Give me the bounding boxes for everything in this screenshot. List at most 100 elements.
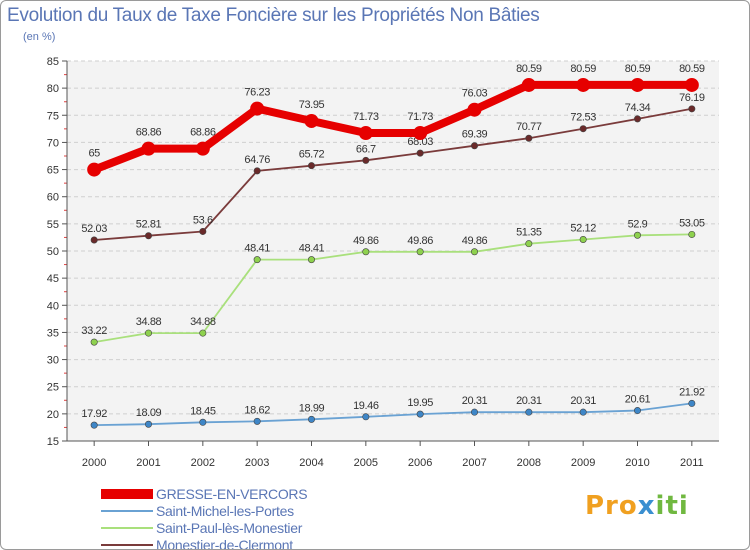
data-label-gresse-en-vercors-2004: 73.95 [299, 99, 325, 111]
data-point-saint-michel-les-portes-2009 [579, 408, 587, 416]
data-label-monestier-de-clermont-2006: 68.03 [407, 136, 433, 148]
data-label-saint-paul-l-s-monestier-2009: 52.12 [570, 222, 596, 234]
y-tick-label-25: 25 [47, 382, 59, 394]
data-label-gresse-en-vercors-2000: 65 [88, 148, 100, 160]
data-label-saint-paul-l-s-monestier-2001: 34.88 [136, 316, 162, 328]
data-point-monestier-de-clermont-2002 [199, 227, 207, 235]
x-tick-label-2005: 2005 [354, 457, 378, 469]
data-point-monestier-de-clermont-2000 [90, 236, 98, 244]
data-label-gresse-en-vercors-2008: 80.59 [516, 63, 542, 75]
x-tick-label-2008: 2008 [517, 457, 541, 469]
data-point-saint-michel-les-portes-2002 [199, 418, 207, 426]
y-tick-label-50: 50 [47, 246, 59, 258]
x-tick-label-2004: 2004 [299, 457, 323, 469]
data-point-gresse-en-vercors-2003 [250, 101, 265, 116]
data-point-saint-paul-l-s-monestier-2004 [307, 256, 315, 264]
y-tick-label-15: 15 [47, 436, 59, 448]
series-line-saint-michel-les-portes [93, 402, 693, 427]
data-label-gresse-en-vercors-2002: 68.86 [190, 127, 216, 139]
chart-subtitle: (en %) [23, 31, 56, 43]
y-tick-label-35: 35 [47, 327, 59, 339]
data-label-monestier-de-clermont-2002: 53.6 [193, 214, 213, 226]
x-tick-label-2010: 2010 [625, 457, 649, 469]
data-point-saint-paul-l-s-monestier-2006 [416, 248, 424, 256]
series-line-monestier-de-clermont [93, 107, 693, 241]
data-point-gresse-en-vercors-2001 [141, 141, 156, 156]
data-point-saint-paul-l-s-monestier-2009 [579, 235, 587, 243]
data-point-saint-paul-l-s-monestier-2000 [90, 338, 98, 346]
data-point-saint-michel-les-portes-2004 [307, 415, 315, 423]
data-label-gresse-en-vercors-2011: 80.59 [679, 63, 705, 75]
data-label-monestier-de-clermont-2008: 70.77 [516, 121, 542, 133]
x-tick-label-2001: 2001 [136, 457, 160, 469]
data-label-saint-michel-les-portes-2006: 19.95 [407, 397, 433, 409]
y-tick-label-65: 65 [47, 165, 59, 177]
y-tick-label-85: 85 [47, 56, 59, 68]
data-label-saint-paul-l-s-monestier-2000: 33.22 [81, 325, 107, 337]
data-label-saint-michel-les-portes-2009: 20.31 [570, 395, 596, 407]
x-tick-label-2003: 2003 [245, 457, 269, 469]
data-label-saint-paul-l-s-monestier-2011: 53.05 [679, 217, 705, 229]
y-tick-label-80: 80 [47, 83, 59, 95]
data-label-saint-michel-les-portes-2004: 18.99 [299, 402, 325, 414]
legend-swatch-saint-paul [101, 526, 153, 529]
legend-swatch-monestier [101, 543, 153, 546]
data-label-monestier-de-clermont-2009: 72.53 [570, 112, 596, 124]
data-point-gresse-en-vercors-2002 [195, 141, 210, 156]
y-tick-label-75: 75 [47, 110, 59, 122]
chart-title: Evolution du Taux de Taxe Foncière sur l… [7, 5, 540, 26]
data-label-saint-paul-l-s-monestier-2004: 48.41 [299, 243, 325, 255]
y-tick-label-60: 60 [47, 192, 59, 204]
data-label-saint-paul-l-s-monestier-2006: 49.86 [407, 235, 433, 247]
data-point-saint-paul-l-s-monestier-2001 [145, 329, 153, 337]
y-tick-label-45: 45 [47, 273, 59, 285]
data-label-saint-michel-les-portes-2010: 20.61 [625, 394, 651, 406]
data-point-saint-michel-les-portes-2005 [362, 413, 370, 421]
data-point-monestier-de-clermont-2001 [145, 232, 153, 240]
data-label-monestier-de-clermont-2010: 74.34 [625, 102, 651, 114]
data-label-saint-paul-l-s-monestier-2008: 51.35 [516, 227, 542, 239]
logo-part-2: x [637, 491, 656, 521]
data-point-gresse-en-vercors-2010 [630, 77, 645, 92]
legend-item-saint-paul: Saint-Paul-lès-Monestier [101, 519, 307, 536]
data-label-saint-michel-les-portes-2002: 18.45 [190, 405, 216, 417]
logo-part-1: Pro [585, 491, 638, 521]
x-tick-label-2006: 2006 [408, 457, 432, 469]
data-point-saint-paul-l-s-monestier-2005 [362, 248, 370, 256]
data-label-monestier-de-clermont-2007: 69.39 [462, 129, 488, 141]
proxiti-logo: Proxiti [585, 491, 689, 521]
data-point-saint-paul-l-s-monestier-2010 [633, 231, 641, 239]
data-label-saint-michel-les-portes-2003: 18.62 [244, 404, 270, 416]
data-label-gresse-en-vercors-2005: 71.73 [353, 111, 379, 123]
legend-swatch-saint-michel [101, 509, 153, 512]
data-label-monestier-de-clermont-2000: 52.03 [81, 223, 107, 235]
legend-label-monestier: Monestier-de-Clermont [156, 536, 293, 550]
legend-label-saint-michel: Saint-Michel-les-Portes [156, 502, 294, 519]
data-point-monestier-de-clermont-2009 [579, 125, 587, 133]
legend-item-saint-michel: Saint-Michel-les-Portes [101, 502, 307, 519]
data-point-gresse-en-vercors-2005 [358, 126, 373, 141]
data-point-saint-paul-l-s-monestier-2002 [199, 329, 207, 337]
series-line-saint-paul-l-s-monestier [93, 233, 693, 344]
data-label-gresse-en-vercors-2010: 80.59 [625, 63, 651, 75]
data-point-monestier-de-clermont-2006 [416, 149, 424, 157]
data-point-saint-paul-l-s-monestier-2011 [688, 230, 696, 238]
data-point-saint-michel-les-portes-2008 [525, 408, 533, 416]
data-point-saint-michel-les-portes-2006 [416, 410, 424, 418]
legend-swatch-gresse [101, 488, 153, 499]
data-point-monestier-de-clermont-2011 [688, 105, 696, 113]
y-tick-label-30: 30 [47, 355, 59, 367]
data-label-saint-paul-l-s-monestier-2002: 34.88 [190, 316, 216, 328]
data-label-saint-michel-les-portes-2001: 18.09 [136, 407, 162, 419]
data-label-saint-michel-les-portes-2007: 20.31 [462, 395, 488, 407]
data-label-gresse-en-vercors-2007: 76.03 [462, 88, 488, 100]
legend-item-gresse: GRESSE-EN-VERCORS [101, 485, 308, 502]
data-point-gresse-en-vercors-2008 [521, 77, 536, 92]
data-label-saint-paul-l-s-monestier-2007: 49.86 [462, 235, 488, 247]
series-line-gresse-en-vercors [90, 80, 696, 174]
data-point-saint-paul-l-s-monestier-2007 [470, 248, 478, 256]
legend-label-gresse: GRESSE-EN-VERCORS [156, 485, 308, 502]
data-label-gresse-en-vercors-2009: 80.59 [570, 63, 596, 75]
data-point-saint-michel-les-portes-2010 [633, 407, 641, 415]
